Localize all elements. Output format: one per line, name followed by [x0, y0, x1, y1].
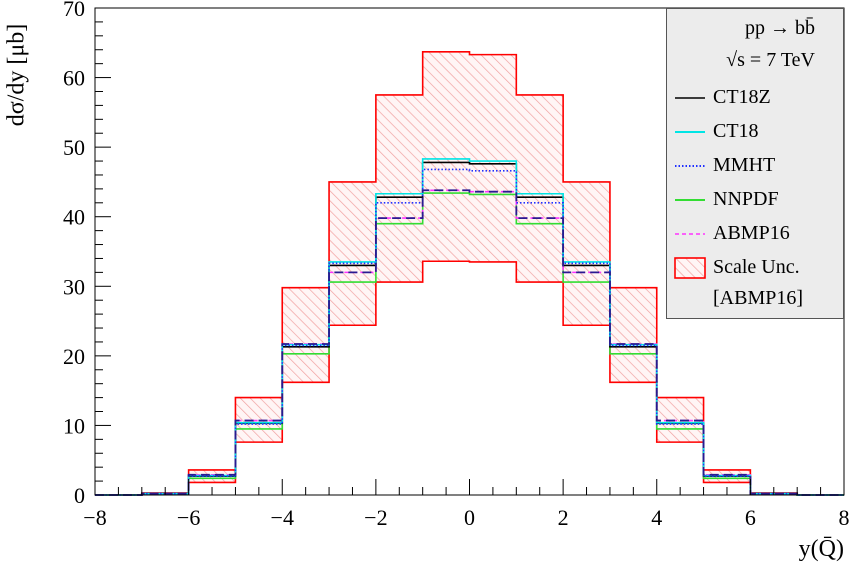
- y-tick-label: 40: [63, 205, 85, 230]
- legend-process: pp → bb̄: [745, 17, 815, 39]
- legend-entry-mmht: MMHT: [667, 151, 843, 181]
- y-axis-title: dσ/dy [μb]: [3, 23, 30, 127]
- y-tick-label: 50: [63, 135, 85, 160]
- legend-label-scale-unc: Scale Unc.: [713, 256, 800, 278]
- band-bin: [563, 181, 610, 326]
- legend-label-mmht: MMHT: [713, 154, 776, 176]
- legend-label-nnpdf: NNPDF: [713, 188, 779, 210]
- scale-uncertainty-band: [95, 51, 844, 496]
- legend-label-ct18z: CT18Z: [713, 86, 771, 108]
- y-tick-label: 60: [63, 66, 85, 91]
- legend-label-ct18: CT18: [713, 120, 759, 142]
- legend-entry-abmp16: ABMP16: [667, 219, 843, 249]
- legend: pp → bb̄ √s = 7 TeV CT18Z CT18 MMHT NNPD…: [666, 8, 844, 319]
- legend-entry-ct18z: CT18Z: [667, 83, 843, 113]
- band-bin: [516, 94, 564, 283]
- legend-entry-ct18: CT18: [667, 117, 843, 147]
- x-axis-title: y(Q̄): [798, 536, 844, 562]
- axes: 0 10 20 30 40 50 60 70 −8 −6 −4 −2 0 2 4 6 8: [63, 0, 850, 530]
- y-tick-label: 10: [63, 413, 85, 438]
- legend-swatch-ct18: [675, 131, 705, 133]
- legend-label-abmp16: ABMP16: [713, 222, 790, 244]
- y-tick-label: 0: [74, 483, 85, 508]
- legend-swatch-ct18z: [675, 97, 705, 99]
- x-tick-label: 2: [558, 505, 569, 530]
- band-bin: [282, 287, 330, 383]
- band-bin: [469, 54, 517, 262]
- band-bin: [422, 51, 470, 262]
- legend-swatch-abmp16: [675, 233, 705, 235]
- band-bin: [375, 94, 423, 283]
- x-tick-label: −2: [364, 505, 387, 530]
- legend-note-abmp16: [ABMP16]: [713, 287, 804, 309]
- legend-swatch-scale-unc: [674, 257, 706, 279]
- x-tick-label: 0: [464, 505, 475, 530]
- band-bin: [609, 287, 657, 383]
- x-tick-label: −4: [271, 505, 294, 530]
- legend-swatch-nnpdf: [675, 199, 705, 201]
- band-bin: [329, 181, 376, 326]
- series-line-abmp16-central: [95, 189, 844, 496]
- series-layer: [95, 158, 844, 496]
- x-tick-label: −6: [177, 505, 200, 530]
- legend-entry-nnpdf: NNPDF: [667, 185, 843, 215]
- y-axis-title-box: dσ/dy [μb]: [2, 0, 32, 150]
- x-tick-label: −8: [83, 505, 106, 530]
- y-tick-label: 20: [63, 344, 85, 369]
- x-tick-label: 4: [651, 505, 662, 530]
- y-tick-label: 30: [63, 274, 85, 299]
- x-tick-label: 8: [839, 505, 850, 530]
- y-tick-label: 70: [63, 0, 85, 21]
- x-tick-label: 6: [745, 505, 756, 530]
- legend-entry-scale-unc: Scale Unc.: [667, 253, 843, 283]
- legend-energy: √s = 7 TeV: [726, 49, 815, 71]
- legend-swatch-mmht: [675, 165, 705, 167]
